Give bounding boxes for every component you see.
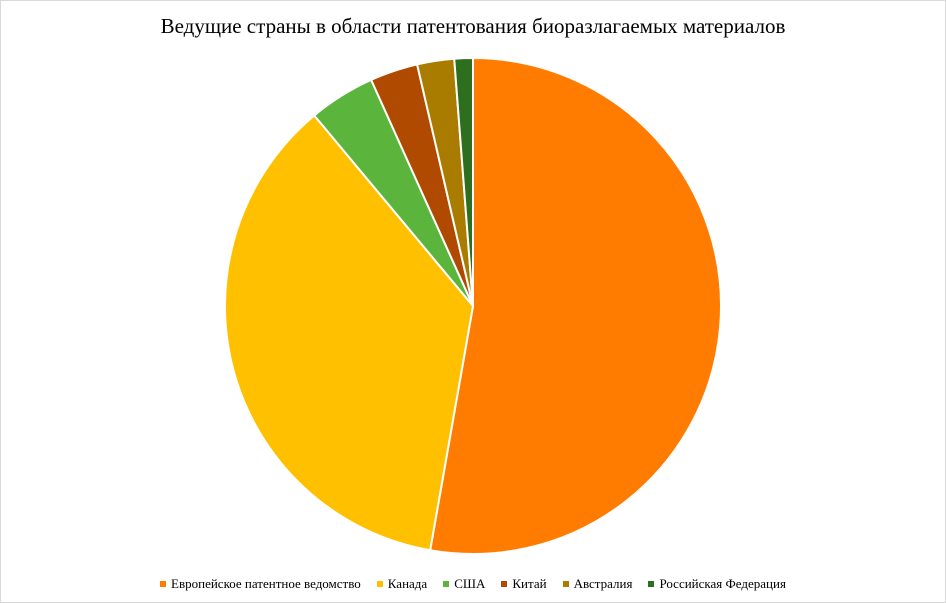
legend-label: Австралия (573, 576, 633, 591)
legend-label: США (454, 576, 486, 591)
chart-title: Ведущие страны в области патентования би… (160, 14, 786, 38)
legend-swatch (648, 581, 655, 587)
legend-item-2: Канада (376, 576, 428, 592)
legend-label: Российская Федерация (659, 576, 786, 591)
legend-item-1: Европейское патентное ведомство (160, 576, 361, 592)
pie-slice-6 (453, 56, 474, 307)
legend-item-5: Австралия (562, 576, 633, 592)
legend-item-4: Китай (501, 576, 547, 592)
legend-swatch (376, 581, 383, 587)
legend-label: Канада (387, 576, 428, 591)
legend-label: Европейское патентное ведомство (171, 576, 361, 591)
legend-swatch (562, 581, 569, 587)
legend-label: Китай (512, 576, 547, 591)
pie-slice-2 (224, 114, 475, 552)
legend-swatch (501, 581, 508, 587)
legend-item-3: США (443, 576, 485, 592)
chart-legend: Европейское патентное ведомство Канада США… (0, 576, 946, 592)
legend-swatch (443, 581, 450, 587)
legend-swatch (160, 581, 167, 587)
legend-item-6: Российская Федерация (648, 576, 786, 592)
pie-slice-1 (428, 56, 722, 555)
